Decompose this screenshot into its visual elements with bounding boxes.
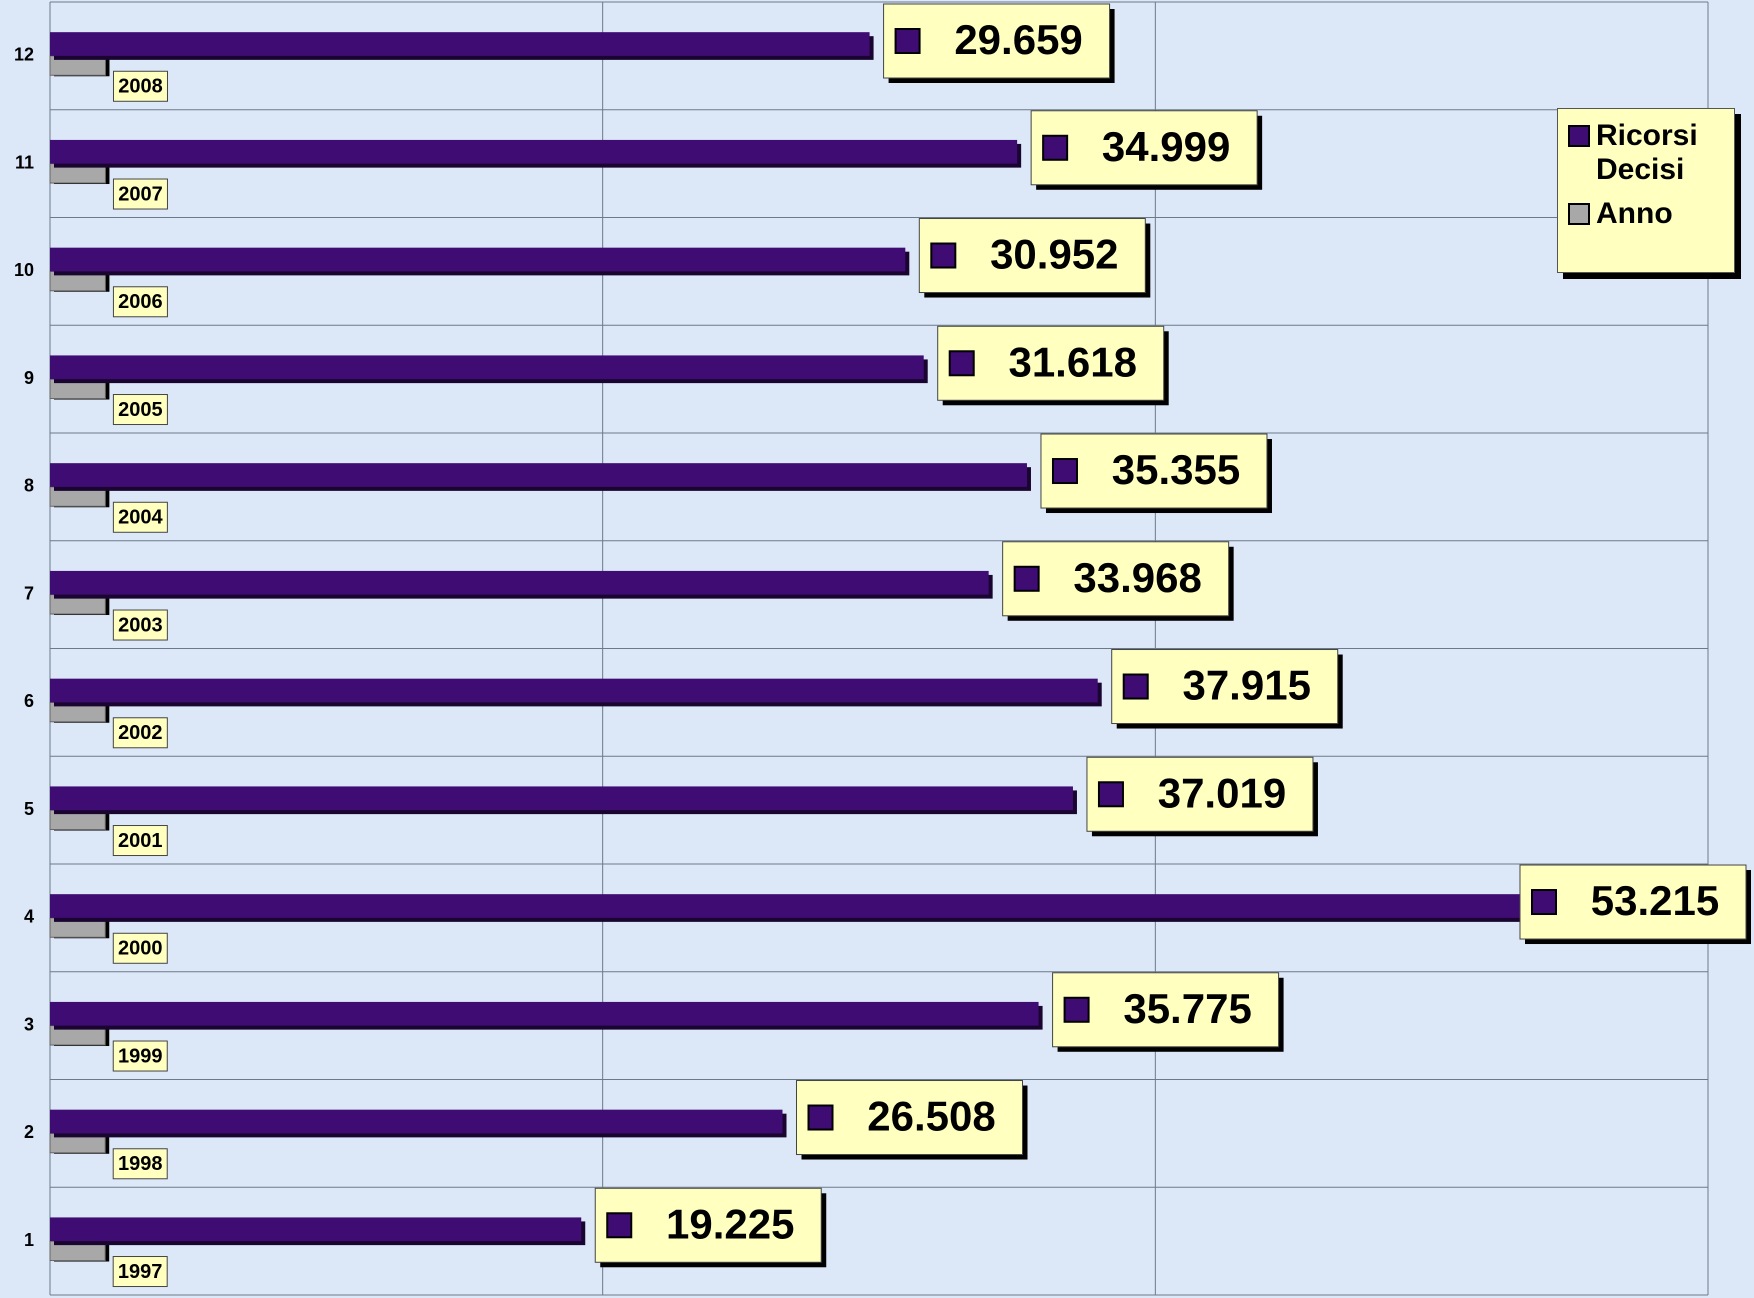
- value-label: 26.508: [867, 1093, 995, 1140]
- label-box: [796, 1080, 1024, 1156]
- bar: [50, 570, 989, 595]
- value-label: 35.355: [1112, 446, 1240, 493]
- year-box: [112, 178, 168, 210]
- legend-item: Anno: [1562, 197, 1730, 231]
- bar: [50, 1109, 783, 1134]
- label-box: [1086, 756, 1314, 832]
- value-label: 30.952: [990, 231, 1118, 278]
- label-box: [937, 325, 1165, 401]
- label-swatch: [948, 350, 975, 377]
- year-label: 1998: [118, 1153, 163, 1175]
- y-tick-label: 11: [15, 152, 34, 172]
- value-label: 33.968: [1073, 554, 1201, 601]
- year-label: 2004: [118, 507, 163, 529]
- value-label: 31.618: [1008, 338, 1136, 385]
- year-label: 2000: [118, 938, 163, 960]
- label-swatch: [1013, 565, 1040, 592]
- year-label: 2006: [118, 291, 163, 313]
- label-box: [1519, 864, 1747, 940]
- year-box: [112, 1040, 168, 1072]
- year-box: [112, 1256, 168, 1288]
- year-box: [112, 286, 168, 318]
- legend-item: Ricorsi Decisi: [1562, 119, 1730, 187]
- legend: Ricorsi Decisi Anno: [1557, 108, 1735, 273]
- year-box: [112, 1148, 168, 1180]
- label-box: [1040, 433, 1268, 509]
- year-label: 2008: [118, 76, 163, 98]
- label-box: [1111, 649, 1339, 725]
- value-label: 35.775: [1123, 985, 1251, 1032]
- value-label: 53.215: [1591, 877, 1719, 924]
- y-tick-label: 9: [24, 368, 34, 388]
- label-swatch: [1097, 781, 1124, 808]
- year-box: [112, 932, 168, 964]
- value-label: 19.225: [666, 1200, 794, 1247]
- label-box: [594, 1187, 822, 1263]
- label-swatch: [1122, 673, 1149, 700]
- year-box: [112, 394, 168, 426]
- year-box: [112, 825, 168, 857]
- label-swatch: [1051, 458, 1078, 485]
- bar: [50, 355, 924, 380]
- legend-label: Anno: [1596, 197, 1673, 230]
- bar: [50, 678, 1098, 703]
- legend-swatch: [1568, 203, 1590, 225]
- y-tick-label: 1: [24, 1230, 34, 1250]
- label-box: [918, 218, 1146, 294]
- year-box: [112, 501, 168, 533]
- label-swatch: [1531, 889, 1557, 916]
- y-tick-label: 3: [24, 1014, 34, 1034]
- bar: [50, 139, 1018, 164]
- value-label: 29.659: [954, 16, 1082, 63]
- bar: [50, 463, 1027, 487]
- bar: [50, 247, 906, 272]
- year-label: 2005: [118, 399, 163, 421]
- bar: [50, 894, 1521, 918]
- year-label: 1999: [118, 1045, 163, 1067]
- year-box: [112, 609, 168, 641]
- y-tick-label: 10: [14, 260, 34, 280]
- y-tick-label: 6: [24, 691, 34, 711]
- y-tick-label: 5: [24, 799, 34, 819]
- value-label: 37.019: [1158, 769, 1286, 816]
- label-swatch: [894, 28, 921, 54]
- y-tick-label: 7: [24, 583, 34, 603]
- y-tick-label: 12: [14, 45, 34, 65]
- bar: [50, 32, 870, 56]
- bar: [50, 1001, 1039, 1026]
- year-label: 2003: [118, 614, 163, 636]
- value-label: 34.999: [1102, 123, 1230, 170]
- year-label: 2002: [118, 722, 163, 744]
- year-label: 2001: [118, 830, 163, 852]
- year-box: [112, 70, 168, 102]
- y-tick-label: 8: [24, 476, 34, 496]
- label-box: [883, 3, 1111, 79]
- label-box: [1052, 972, 1280, 1048]
- y-tick-label: 4: [24, 907, 34, 927]
- year-label: 2007: [118, 183, 163, 205]
- legend-swatch: [1568, 125, 1590, 147]
- y-tick-label: 2: [24, 1122, 34, 1142]
- label-swatch: [807, 1104, 834, 1131]
- legend-label: Ricorsi Decisi: [1596, 119, 1698, 186]
- label-swatch: [1063, 996, 1090, 1023]
- label-swatch: [606, 1212, 633, 1239]
- year-label: 1997: [118, 1261, 163, 1283]
- label-box: [1030, 110, 1258, 186]
- value-label: 37.915: [1182, 662, 1310, 709]
- bar: [50, 1217, 582, 1242]
- label-box: [1002, 541, 1230, 617]
- label-swatch: [1042, 134, 1069, 161]
- label-swatch: [930, 242, 957, 269]
- bar: [50, 786, 1073, 811]
- year-box: [112, 717, 168, 749]
